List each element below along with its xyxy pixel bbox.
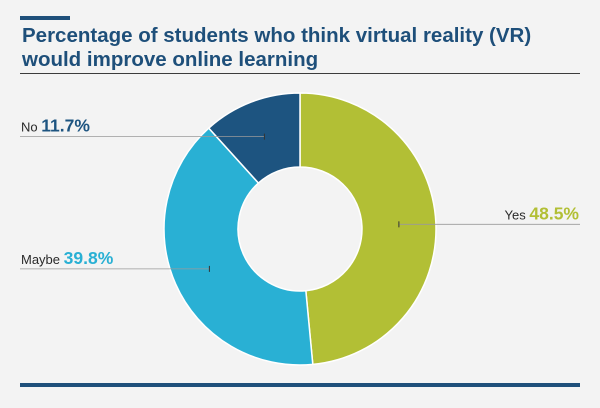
footer-divider	[20, 383, 580, 387]
slice-labels: Yes 48.5% Maybe 39.8% No 11.7%	[21, 116, 579, 268]
slice-label-yes: Yes 48.5%	[505, 203, 580, 223]
chart-title: Percentage of students who think virtual…	[22, 24, 532, 71]
slice-label-value: 11.7%	[41, 116, 90, 136]
slice-label-value: 39.8%	[64, 248, 114, 268]
slice-label-name: Yes	[505, 207, 530, 222]
slice-label-no: No 11.7%	[21, 116, 90, 136]
slice-label-maybe: Maybe 39.8%	[21, 248, 114, 268]
slice-label-value: 48.5%	[529, 203, 579, 223]
slice-label-name: No	[21, 120, 41, 135]
leader-lines	[20, 133, 580, 272]
slice-maybe	[163, 127, 314, 366]
title-divider	[20, 73, 580, 74]
slice-label-name: Maybe	[21, 252, 64, 267]
donut-slices	[163, 92, 437, 366]
title-accent-bar	[20, 16, 70, 20]
slice-yes	[299, 92, 437, 366]
slice-no	[207, 92, 301, 185]
